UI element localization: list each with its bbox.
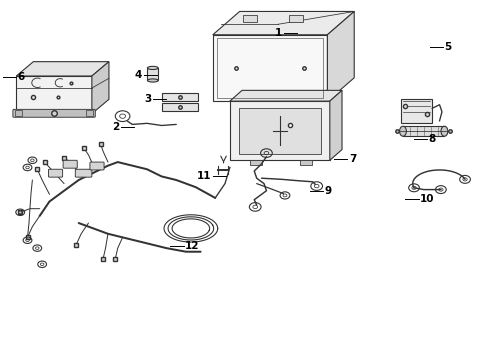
Polygon shape <box>16 76 92 114</box>
Text: 12: 12 <box>184 241 199 251</box>
Text: 2: 2 <box>112 122 120 132</box>
FancyBboxPatch shape <box>13 109 95 117</box>
Ellipse shape <box>147 79 158 82</box>
Polygon shape <box>329 90 341 160</box>
FancyBboxPatch shape <box>90 162 104 170</box>
Polygon shape <box>229 101 329 160</box>
Text: 7: 7 <box>348 154 355 164</box>
Polygon shape <box>16 62 109 76</box>
FancyBboxPatch shape <box>75 169 92 177</box>
Text: 1: 1 <box>275 28 282 38</box>
Text: 3: 3 <box>144 94 152 104</box>
Text: 8: 8 <box>428 135 435 144</box>
Text: 6: 6 <box>17 72 24 82</box>
Text: 9: 9 <box>325 186 331 196</box>
Polygon shape <box>229 90 341 101</box>
Bar <box>299 160 311 165</box>
Polygon shape <box>327 12 353 101</box>
Bar <box>161 103 198 111</box>
Bar <box>15 111 22 116</box>
Bar <box>288 15 303 22</box>
Bar <box>161 93 198 101</box>
Polygon shape <box>400 99 431 123</box>
Polygon shape <box>238 108 321 154</box>
Bar <box>402 126 444 136</box>
Ellipse shape <box>440 126 447 136</box>
Text: 4: 4 <box>135 70 142 80</box>
Ellipse shape <box>399 126 406 136</box>
Bar <box>249 160 261 165</box>
Text: 11: 11 <box>197 171 211 181</box>
Text: 10: 10 <box>419 194 434 204</box>
FancyBboxPatch shape <box>63 160 77 168</box>
FancyBboxPatch shape <box>48 169 62 177</box>
Bar <box>147 68 158 81</box>
Text: 5: 5 <box>444 42 451 51</box>
Ellipse shape <box>147 66 158 69</box>
Bar <box>86 111 93 116</box>
Polygon shape <box>212 12 353 35</box>
Polygon shape <box>92 62 109 114</box>
Polygon shape <box>212 35 327 101</box>
Bar <box>243 15 257 22</box>
